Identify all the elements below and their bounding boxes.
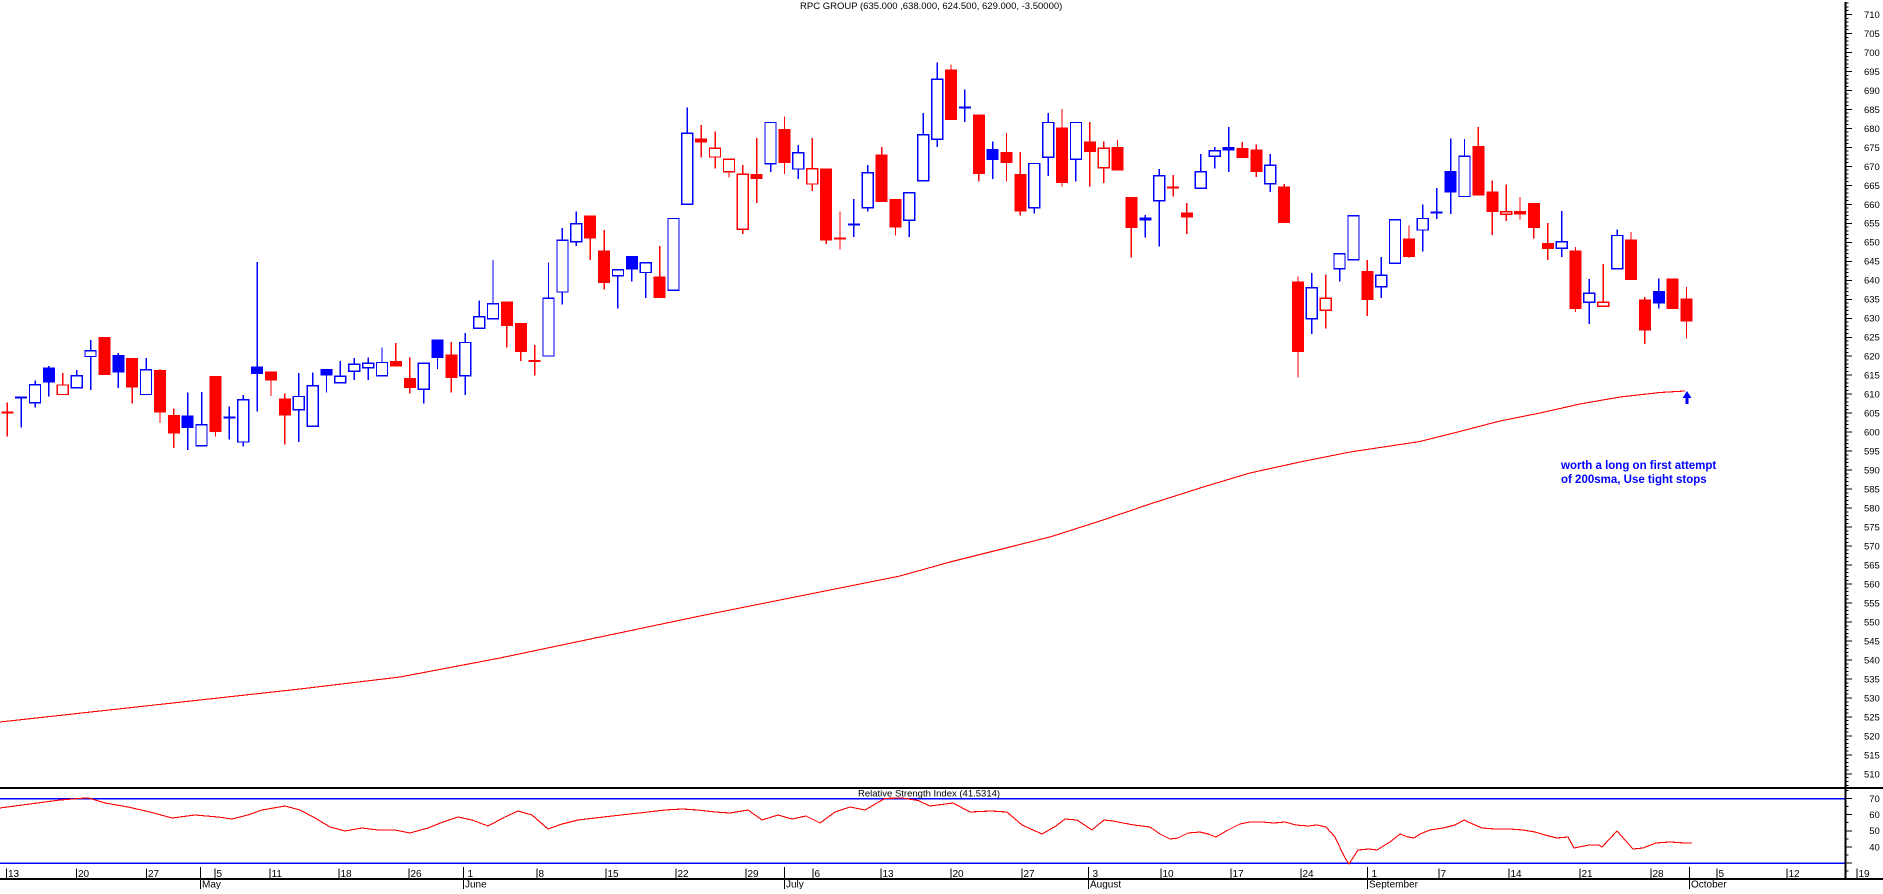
svg-text:May: May — [202, 880, 221, 890]
svg-text:595: 595 — [1864, 447, 1880, 458]
svg-text:590: 590 — [1864, 466, 1880, 477]
svg-text:5: 5 — [217, 869, 223, 880]
svg-text:September: September — [1369, 880, 1419, 890]
svg-text:695: 695 — [1864, 67, 1880, 78]
svg-text:550: 550 — [1864, 617, 1880, 628]
svg-text:635: 635 — [1864, 295, 1880, 306]
svg-text:10: 10 — [1163, 869, 1175, 880]
svg-text:8: 8 — [539, 869, 545, 880]
svg-text:640: 640 — [1864, 276, 1880, 287]
svg-text:40: 40 — [1869, 842, 1880, 853]
svg-text:555: 555 — [1864, 598, 1880, 609]
svg-text:670: 670 — [1864, 162, 1880, 173]
svg-text:22: 22 — [678, 869, 690, 880]
svg-text:July: July — [786, 880, 804, 890]
svg-text:1: 1 — [468, 869, 474, 880]
svg-text:15: 15 — [608, 869, 620, 880]
svg-text:20: 20 — [953, 869, 965, 880]
svg-text:575: 575 — [1864, 523, 1880, 534]
svg-text:645: 645 — [1864, 257, 1880, 268]
svg-text:13: 13 — [883, 869, 895, 880]
svg-text:545: 545 — [1864, 636, 1880, 647]
svg-text:680: 680 — [1864, 124, 1880, 135]
svg-text:70: 70 — [1869, 794, 1880, 805]
svg-text:520: 520 — [1864, 731, 1880, 742]
svg-text:625: 625 — [1864, 333, 1880, 344]
svg-text:18: 18 — [341, 869, 353, 880]
svg-text:605: 605 — [1864, 409, 1880, 420]
svg-text:705: 705 — [1864, 29, 1880, 40]
svg-text:20: 20 — [78, 869, 90, 880]
svg-text:675: 675 — [1864, 143, 1880, 154]
svg-text:535: 535 — [1864, 674, 1880, 685]
svg-text:585: 585 — [1864, 485, 1880, 496]
svg-text:600: 600 — [1864, 428, 1880, 439]
svg-text:530: 530 — [1864, 693, 1880, 704]
svg-text:630: 630 — [1864, 314, 1880, 325]
svg-text:685: 685 — [1864, 105, 1880, 116]
svg-text:3: 3 — [1093, 869, 1099, 880]
svg-text:27: 27 — [148, 869, 160, 880]
svg-text:60: 60 — [1869, 810, 1880, 821]
svg-text:24: 24 — [1303, 869, 1315, 880]
svg-text:50: 50 — [1869, 826, 1880, 837]
svg-text:700: 700 — [1864, 48, 1880, 59]
svg-text:665: 665 — [1864, 181, 1880, 192]
svg-text:Relative Strength Index (41.53: Relative Strength Index (41.5314) — [858, 789, 1000, 800]
svg-text:620: 620 — [1864, 352, 1880, 363]
svg-text:580: 580 — [1864, 504, 1880, 515]
svg-text:540: 540 — [1864, 655, 1880, 666]
svg-text:5: 5 — [1719, 869, 1725, 880]
svg-text:11: 11 — [272, 869, 283, 880]
svg-text:28: 28 — [1653, 869, 1665, 880]
svg-text:710: 710 — [1864, 10, 1880, 21]
svg-text:525: 525 — [1864, 712, 1880, 723]
svg-text:12: 12 — [1789, 869, 1801, 880]
svg-text:29: 29 — [748, 869, 760, 880]
svg-text:14: 14 — [1511, 869, 1523, 880]
svg-text:660: 660 — [1864, 200, 1880, 211]
svg-text:August: August — [1090, 880, 1121, 890]
svg-text:of 200sma, Use tight stops: of 200sma, Use tight stops — [1561, 474, 1707, 486]
svg-text:1: 1 — [1372, 869, 1378, 880]
svg-text:560: 560 — [1864, 579, 1880, 590]
svg-text:RPC GROUP (635.000 ,638.000, 6: RPC GROUP (635.000 ,638.000, 624.500, 62… — [800, 1, 1062, 12]
svg-text:615: 615 — [1864, 371, 1880, 382]
svg-text:515: 515 — [1864, 750, 1880, 761]
svg-text:27: 27 — [1024, 869, 1036, 880]
svg-text:6: 6 — [815, 869, 821, 880]
svg-text:19: 19 — [1859, 869, 1871, 880]
svg-text:655: 655 — [1864, 219, 1880, 230]
svg-text:7: 7 — [1441, 869, 1447, 880]
svg-text:worth a long on first attempt: worth a long on first attempt — [1560, 460, 1716, 472]
svg-text:650: 650 — [1864, 238, 1880, 249]
svg-text:610: 610 — [1864, 390, 1880, 401]
svg-text:565: 565 — [1864, 560, 1880, 571]
svg-text:690: 690 — [1864, 86, 1880, 97]
svg-text:570: 570 — [1864, 541, 1880, 552]
svg-text:June: June — [465, 880, 487, 890]
svg-text:13: 13 — [8, 869, 20, 880]
svg-text:17: 17 — [1233, 869, 1245, 880]
svg-text:21: 21 — [1582, 869, 1594, 880]
svg-text:510: 510 — [1864, 769, 1880, 780]
svg-text:26: 26 — [411, 869, 423, 880]
svg-text:October: October — [1691, 880, 1727, 890]
